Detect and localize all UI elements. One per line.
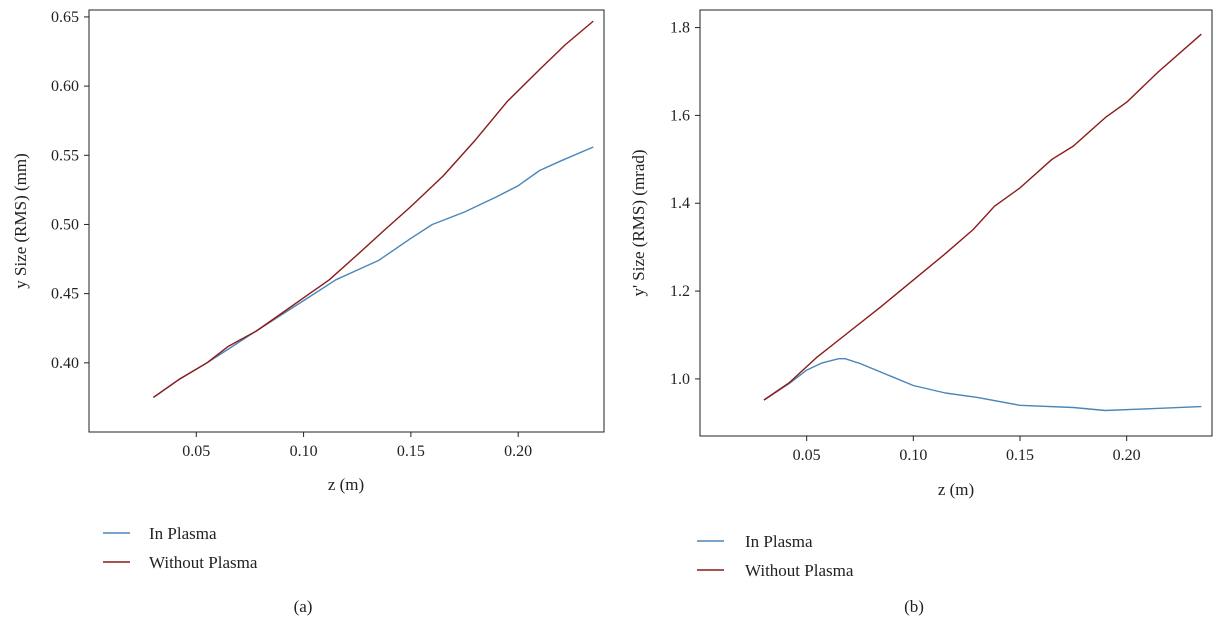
x-tick-label: 0.15	[397, 443, 425, 460]
x-tick-label: 0.05	[793, 447, 821, 464]
chart-panel-b: 0.05 0.10 0.15 0.20 1.0 1.2 1.4 1.6 1.8 z (m) y…	[629, 9, 1213, 616]
y-axis-label: y' Size (RMS) (mrad)	[629, 149, 648, 296]
x-tick-label: 0.05	[182, 443, 210, 460]
series-line-without-plasma	[763, 33, 1202, 401]
panel-caption: (a)	[294, 597, 313, 616]
legend-label-without-plasma: Without Plasma	[149, 553, 258, 572]
y-axis-label: y Size (RMS) (mm)	[11, 153, 30, 289]
legend-label-without-plasma: Without Plasma	[745, 561, 854, 580]
y-tick-label: 1.0	[670, 371, 690, 388]
x-tick-label: 0.15	[1006, 447, 1034, 464]
y-axis-ticks: 0.40 0.45 0.50 0.55 0.60 0.65	[51, 9, 89, 372]
x-axis-ticks: 0.05 0.10 0.15 0.20	[793, 436, 1141, 464]
x-axis-label: z (m)	[328, 475, 364, 494]
y-axis-ticks: 1.0 1.2 1.4 1.6 1.8	[670, 20, 700, 388]
legend: In Plasma Without Plasma	[697, 532, 854, 580]
y-tick-label: 1.6	[670, 107, 690, 124]
series-line-without-plasma	[152, 20, 594, 398]
plot-area-frame	[699, 9, 1213, 437]
panel-caption: (b)	[904, 597, 924, 616]
series-line-in-plasma	[763, 358, 1202, 412]
x-tick-label: 0.20	[1113, 447, 1141, 464]
y-tick-label: 0.60	[51, 78, 79, 95]
series-lines	[152, 20, 594, 398]
x-axis-ticks: 0.05 0.10 0.15 0.20	[182, 432, 532, 460]
series-lines	[763, 33, 1202, 412]
plot-area-frame	[88, 9, 605, 433]
y-tick-label: 0.50	[51, 216, 79, 233]
y-tick-label: 1.8	[670, 20, 690, 37]
series-line-in-plasma	[152, 146, 594, 398]
y-tick-label: 1.2	[670, 283, 690, 300]
y-tick-label: 0.55	[51, 147, 79, 164]
legend: In Plasma Without Plasma	[103, 524, 258, 572]
legend-label-in-plasma: In Plasma	[149, 524, 217, 543]
x-tick-label: 0.10	[290, 443, 318, 460]
x-axis-label: z (m)	[938, 480, 974, 499]
y-tick-label: 0.40	[51, 355, 79, 372]
y-tick-label: 0.65	[51, 9, 79, 26]
legend-label-in-plasma: In Plasma	[745, 532, 813, 551]
x-tick-label: 0.10	[899, 447, 927, 464]
y-tick-label: 0.45	[51, 286, 79, 303]
x-tick-label: 0.20	[504, 443, 532, 460]
y-tick-label: 1.4	[670, 195, 690, 212]
chart-panel-a: 0.05 0.10 0.15 0.20 0.40 0.45 0.50 0.55 0.60 0.6…	[11, 9, 605, 616]
